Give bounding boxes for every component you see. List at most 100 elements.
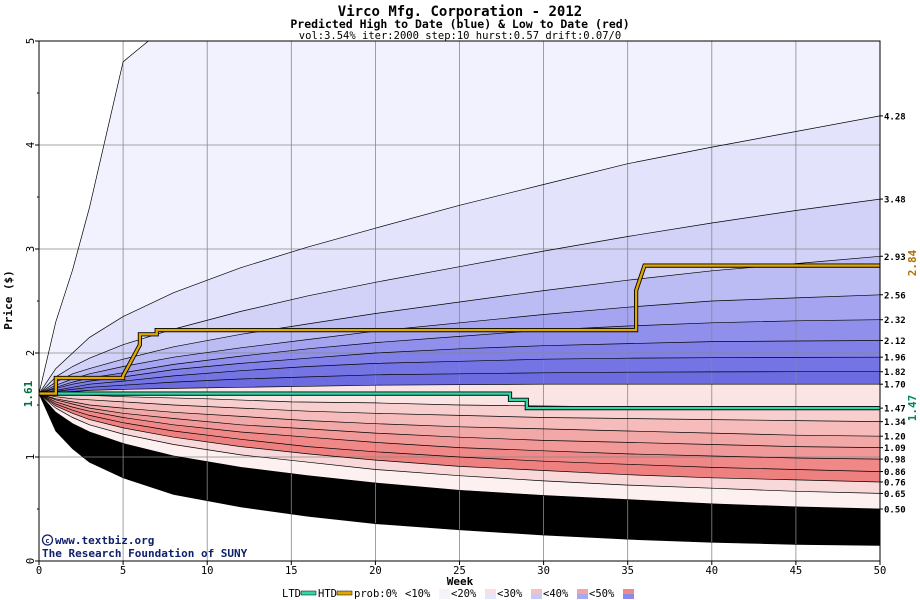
right-quantile-label: 1.96 — [884, 354, 906, 364]
quantile-line — [39, 393, 880, 546]
y-tick-label: 1 — [25, 454, 37, 460]
x-tick-label: 25 — [453, 565, 466, 577]
right-quantile-label: 2.56 — [884, 291, 906, 301]
upper-band — [39, 256, 880, 394]
quantile-line — [39, 356, 880, 394]
x-axis-label: Week — [447, 575, 474, 588]
right-quantile-label: 1.09 — [884, 444, 906, 454]
right-quantile-label: 1.82 — [884, 368, 906, 378]
ltd-end-label: 1.47 — [906, 395, 919, 422]
watermark-line1: www.textbiz.org — [55, 534, 154, 547]
y-tick-label: 4 — [25, 142, 37, 148]
axes: 0 5 10 15 20 25 30 35 40 45 500123454.283.482.932.… — [25, 38, 906, 577]
x-tick-label: 40 — [705, 565, 718, 577]
right-quantile-label: 1.70 — [884, 381, 906, 391]
lower-band — [39, 393, 880, 546]
upper-band — [39, 319, 880, 394]
upper-band — [39, 340, 880, 394]
x-tick-label: 45 — [790, 565, 803, 577]
quantile-line — [39, 115, 880, 394]
legend-bin-swatch-blue — [439, 594, 450, 599]
upper-band — [39, 41, 880, 394]
legend-bin-label: <20% — [451, 588, 477, 600]
quantile-line — [39, 393, 880, 510]
legend-bin-swatch-red — [439, 589, 450, 594]
y-tick-label: 2 — [25, 350, 37, 356]
right-quantile-label: 1.20 — [884, 433, 906, 443]
right-quantile-label: 2.12 — [884, 337, 906, 347]
legend-bin-swatch-red — [485, 589, 496, 594]
lower-band — [39, 393, 880, 448]
legend-bin-swatch-blue — [577, 594, 588, 599]
quantile-line — [39, 198, 880, 394]
htd-path — [39, 264, 880, 395]
y-tick-label: 0 — [25, 558, 37, 564]
y-axis-label: Price ($) — [2, 270, 15, 330]
legend-bin-swatch-blue — [531, 594, 542, 599]
legend-bin-swatch — [397, 590, 403, 598]
quantile-line — [39, 393, 880, 483]
right-quantile-label: 1.47 — [884, 405, 906, 415]
legend-prob-label: prob:0% — [354, 588, 399, 600]
right-quantile-label: 2.93 — [884, 253, 906, 263]
quantile-line — [39, 319, 880, 394]
quantile-line — [39, 393, 880, 494]
upper-band — [39, 357, 880, 394]
quantile-line — [39, 393, 880, 472]
date-paths — [39, 263, 880, 411]
quantile-line — [39, 383, 880, 394]
x-tick-label: 10 — [201, 565, 214, 577]
legend-bin-swatch-blue — [623, 594, 634, 599]
legend-bin-label: <10% — [405, 588, 431, 600]
right-quantile-label: 1.34 — [884, 418, 906, 428]
legend-ltd-swatch — [300, 590, 317, 596]
legend: LTD HTD prob:0% <10% <20% <30% <40% <50% — [282, 588, 634, 600]
quantile-line — [39, 255, 880, 394]
legend-bin-label: <40% — [543, 588, 569, 600]
right-quantile-label: 2.32 — [884, 316, 906, 326]
right-quantile-label: 0.86 — [884, 468, 906, 478]
quantile-line — [39, 393, 880, 448]
x-tick-label: 35 — [621, 565, 634, 577]
watermark: c www.textbiz.org The Research Foundatio… — [41, 534, 248, 560]
legend-bin-swatch-blue — [485, 594, 496, 599]
lower-band — [39, 393, 880, 437]
legend-htd-swatch — [336, 590, 353, 596]
quantile-line — [39, 371, 880, 394]
right-quantile-label: 3.48 — [884, 196, 906, 206]
chart-params: vol:3.54% iter:2000 step:10 hurst:0.57 d… — [299, 30, 621, 42]
y-tick-label: 3 — [25, 246, 37, 252]
chart-title: Virco Mfg. Corporation - 2012 — [338, 4, 582, 20]
ltd-path — [39, 392, 880, 410]
x-tick-label: 20 — [369, 565, 382, 577]
copyright-icon-c: c — [45, 537, 49, 545]
y-tick-label: 5 — [25, 38, 37, 44]
right-quantile-label: 0.98 — [884, 456, 906, 466]
x-tick-label: 30 — [537, 565, 550, 577]
chart-subtitle: Predicted High to Date (blue) & Low to D… — [290, 17, 629, 31]
quantile-line — [39, 41, 149, 394]
legend-ltd-label: LTD — [282, 588, 301, 600]
quantile-line — [39, 393, 880, 460]
legend-bin-label: <30% — [497, 588, 523, 600]
x-tick-label: 0 — [36, 565, 42, 577]
quantile-line — [39, 393, 880, 437]
copyright-icon — [41, 534, 54, 546]
x-tick-label: 15 — [285, 565, 298, 577]
legend-bin-swatch-red — [577, 589, 588, 594]
quantile-line — [39, 393, 880, 422]
watermark-line2: The Research Foundation of SUNY — [42, 547, 248, 560]
legend-bin-label: <50% — [589, 588, 615, 600]
legend-htd-label: HTD — [318, 588, 337, 600]
x-tick-label: 50 — [874, 565, 887, 577]
right-quantile-label: 4.28 — [884, 112, 906, 122]
right-quantile-label: 0.76 — [884, 478, 906, 488]
grid — [39, 41, 880, 561]
right-quantile-label: 0.50 — [884, 506, 906, 516]
htd-end-label: 2.84 — [906, 249, 919, 276]
right-quantile-label: 0.65 — [884, 490, 906, 500]
upper-band — [39, 294, 880, 394]
start-price-label: 1.61 — [22, 380, 35, 407]
legend-bin-swatch-red — [531, 589, 542, 594]
